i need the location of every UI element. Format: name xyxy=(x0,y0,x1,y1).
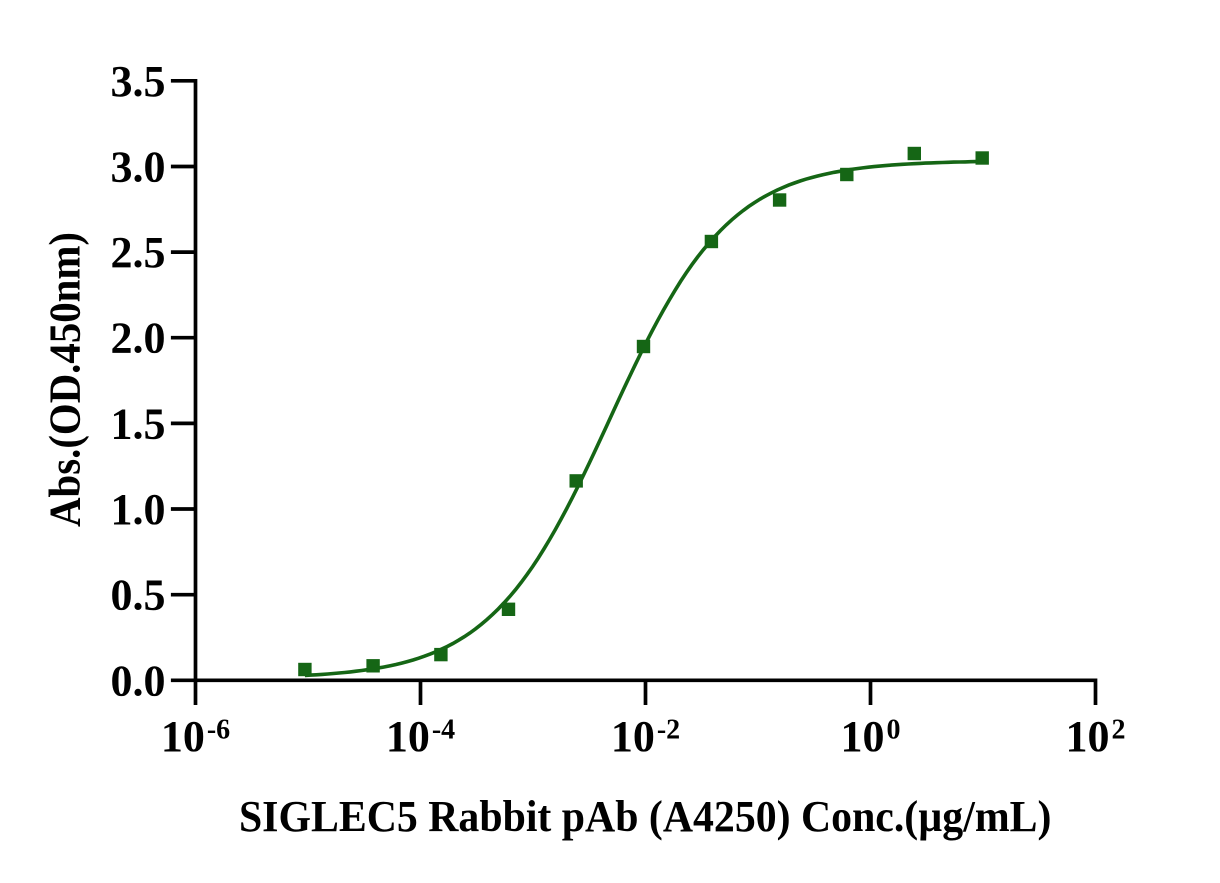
svg-text:2.5: 2.5 xyxy=(111,228,166,277)
svg-text:Abs.(OD.450nm): Abs.(OD.450nm) xyxy=(41,232,90,527)
svg-text:0.5: 0.5 xyxy=(111,571,166,620)
svg-text:0.0: 0.0 xyxy=(111,656,166,705)
svg-text:3.5: 3.5 xyxy=(111,57,166,106)
svg-text:10-2: 10-2 xyxy=(611,712,680,761)
svg-text:10-4: 10-4 xyxy=(386,712,455,761)
svg-text:2.0: 2.0 xyxy=(111,314,166,363)
svg-text:1.5: 1.5 xyxy=(111,399,166,448)
svg-text:1.0: 1.0 xyxy=(111,485,166,534)
svg-text:3.0: 3.0 xyxy=(111,143,166,192)
svg-text:SIGLEC5 Rabbit pAb (A4250) Con: SIGLEC5 Rabbit pAb (A4250) Conc.(µg/mL) xyxy=(239,792,1052,841)
